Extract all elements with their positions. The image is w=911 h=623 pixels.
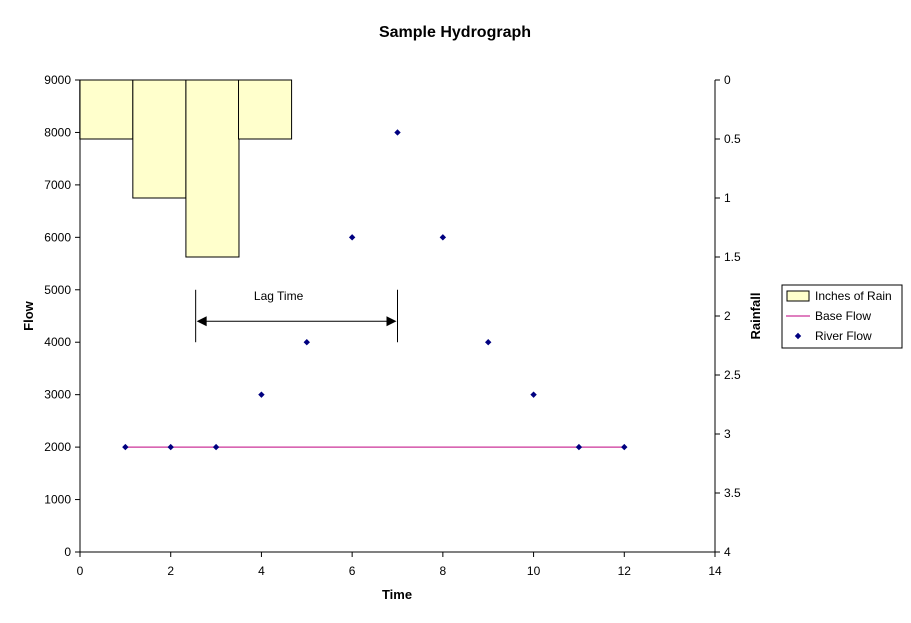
y-axis-label: Flow bbox=[21, 300, 36, 330]
river-flow-point bbox=[530, 391, 537, 398]
ticks: 0 2 4 6 8 10 12 1401000200030004000500060007000… bbox=[44, 73, 741, 578]
lag-arrow-head-right bbox=[386, 316, 397, 327]
river-flow-point bbox=[394, 129, 401, 136]
y-tick-label: 5000 bbox=[44, 283, 71, 297]
lag-time-annotation: Lag Time bbox=[195, 289, 398, 343]
y-tick-label: 2000 bbox=[44, 440, 71, 454]
y-tick-label: 6000 bbox=[44, 230, 71, 244]
x-tick-label: 0 bbox=[77, 564, 84, 578]
legend-swatch-marker bbox=[794, 332, 802, 340]
legend: Inches of Rain Base Flow River Flow bbox=[781, 284, 903, 349]
x-tick-label: 8 bbox=[440, 564, 447, 578]
chart-title: Sample Hydrograph bbox=[379, 24, 531, 41]
x-axis-label: Time bbox=[382, 587, 412, 602]
y2-tick-label: 3.5 bbox=[724, 486, 741, 500]
y2-tick-label: 4 bbox=[724, 545, 731, 559]
y2-tick-label: 2.5 bbox=[724, 368, 741, 382]
legend-label: River Flow bbox=[815, 329, 872, 343]
x-tick-label: 4 bbox=[258, 564, 265, 578]
y-tick-label: 1000 bbox=[44, 493, 71, 507]
y2-tick-label: 1.5 bbox=[724, 250, 741, 264]
y2-tick-label: 0 bbox=[724, 73, 731, 87]
river-flow-point bbox=[212, 443, 220, 451]
x-tick-label: 6 bbox=[349, 564, 356, 578]
river-flow-points bbox=[122, 129, 628, 451]
river-flow-point bbox=[258, 391, 265, 398]
river-flow-point bbox=[439, 234, 447, 241]
legend-item: Base Flow bbox=[786, 309, 871, 323]
y-tick-label: 8000 bbox=[44, 125, 71, 139]
y2-axis-label: Rainfall bbox=[748, 293, 763, 340]
river-flow-point bbox=[167, 443, 174, 451]
legend-swatch-bar bbox=[786, 290, 810, 302]
legend-label: Base Flow bbox=[815, 309, 871, 323]
y2-tick-label: 0.5 bbox=[724, 132, 741, 146]
river-flow-point bbox=[348, 234, 356, 241]
river-flow-point bbox=[575, 443, 583, 451]
y-tick-label: 9000 bbox=[44, 73, 71, 87]
rain-bar bbox=[185, 79, 240, 258]
river-flow-point bbox=[303, 339, 310, 346]
legend-label: Inches of Rain bbox=[815, 289, 892, 303]
y2-tick-label: 1 bbox=[724, 191, 731, 205]
x-tick-label: 2 bbox=[167, 564, 174, 578]
legend-item: Inches of Rain bbox=[786, 289, 892, 303]
y2-tick-label: 2 bbox=[724, 309, 731, 323]
rain-bar bbox=[79, 79, 134, 140]
rain-bar bbox=[132, 79, 187, 199]
x-tick-label: 10 bbox=[527, 564, 541, 578]
x-tick-label: 12 bbox=[618, 564, 632, 578]
lag-arrow-head-left bbox=[196, 316, 207, 327]
y-tick-label: 4000 bbox=[44, 335, 71, 349]
legend-item: River Flow bbox=[794, 329, 872, 343]
lag-time-label: Lag Time bbox=[254, 289, 304, 303]
y-tick-label: 3000 bbox=[44, 388, 71, 402]
x-tick-label: 14 bbox=[708, 564, 722, 578]
y-tick-label: 7000 bbox=[44, 178, 71, 192]
river-flow-point bbox=[122, 443, 129, 451]
y2-tick-label: 3 bbox=[724, 427, 731, 441]
river-flow-point bbox=[485, 339, 492, 346]
y-tick-label: 0 bbox=[64, 545, 71, 559]
rain-bars bbox=[79, 79, 293, 258]
river-flow-point bbox=[621, 443, 628, 451]
rain-bar bbox=[238, 79, 293, 140]
